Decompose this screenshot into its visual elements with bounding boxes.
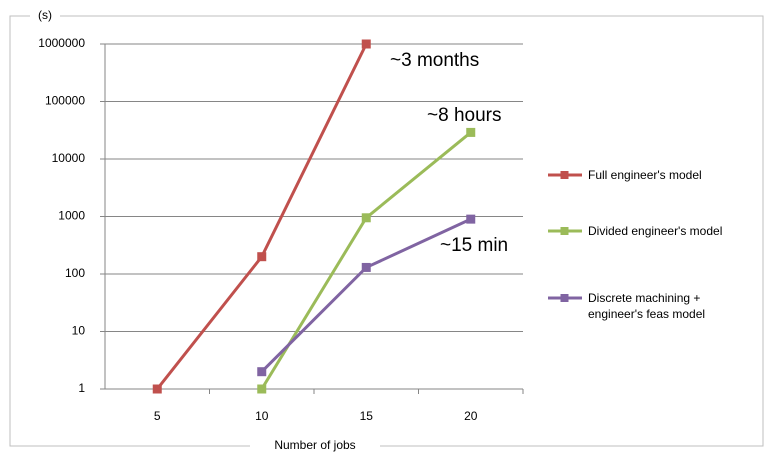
legend-label: Full engineer's model [588,168,702,182]
x-tick-label: 10 [255,409,269,423]
marker [361,262,371,272]
legend-marker [560,227,569,235]
annotation: ~15 min [440,235,508,256]
label-bg [30,8,60,24]
y-tick-label: 100 [65,266,85,280]
marker [257,252,267,262]
x-tick-label: 15 [360,409,374,423]
legend-marker [560,294,569,302]
x-axis-label: Number of jobs [274,438,355,452]
label-bg [250,438,380,453]
y-tick-label: 100000 [45,94,85,108]
y-tick-label: 1000 [58,209,85,223]
marker [361,39,371,49]
marker [257,384,267,394]
y-tick-label: 10000 [52,151,86,165]
annotation: ~8 hours [427,105,501,126]
y-axis-label: (s) [38,8,52,22]
legend-label: Divided engineer's model [588,224,723,238]
marker [257,367,267,377]
x-tick-label: 20 [464,409,478,423]
y-tick-label: 1000000 [38,36,85,50]
chart-frame [9,15,764,447]
x-tick-label: 5 [154,409,161,423]
marker [361,213,371,223]
legend-marker [560,171,569,179]
series-line [260,131,472,390]
marker [152,384,162,394]
legend-label: Discrete machining + engineer's feas mod… [588,291,706,321]
y-tick-label: 10 [72,324,86,338]
annotation: ~3 months [390,50,479,71]
marker [466,127,476,137]
marker [466,214,476,224]
y-tick-label: 1 [78,381,85,395]
